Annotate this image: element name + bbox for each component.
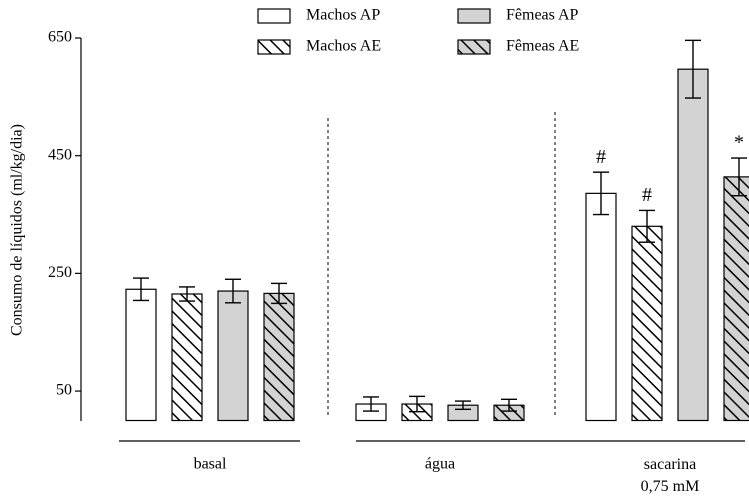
legend-swatch bbox=[257, 39, 291, 55]
x-tick-label: água bbox=[425, 456, 455, 473]
bar bbox=[217, 290, 249, 422]
significance-marker: * bbox=[734, 132, 744, 154]
legend-label: Fêmeas AP bbox=[506, 7, 579, 24]
x-tick-label: sacarina 0,75 mM bbox=[641, 456, 700, 495]
bar bbox=[677, 68, 709, 422]
legend-label: Machos AP bbox=[306, 7, 380, 24]
legend-swatch bbox=[257, 8, 291, 24]
bar bbox=[125, 288, 157, 422]
bar bbox=[171, 293, 203, 422]
y-tick-label: 650 bbox=[48, 29, 72, 46]
legend-swatch bbox=[457, 8, 491, 24]
legend-label: Fêmeas AE bbox=[506, 38, 579, 55]
y-tick-label: 50 bbox=[56, 382, 72, 399]
legend-swatch bbox=[457, 39, 491, 55]
y-tick-label: 250 bbox=[48, 264, 72, 281]
y-tick-label: 450 bbox=[48, 146, 72, 163]
x-tick-label: basal bbox=[194, 456, 227, 473]
bar bbox=[585, 192, 617, 422]
significance-marker: # bbox=[642, 184, 652, 206]
bar bbox=[631, 225, 663, 422]
significance-marker: # bbox=[596, 146, 606, 168]
legend-label: Machos AE bbox=[306, 38, 381, 55]
y-axis-label: Consumo de líquidos (ml/kg/dia) bbox=[9, 124, 26, 336]
bar bbox=[723, 176, 749, 422]
bar bbox=[263, 292, 295, 422]
